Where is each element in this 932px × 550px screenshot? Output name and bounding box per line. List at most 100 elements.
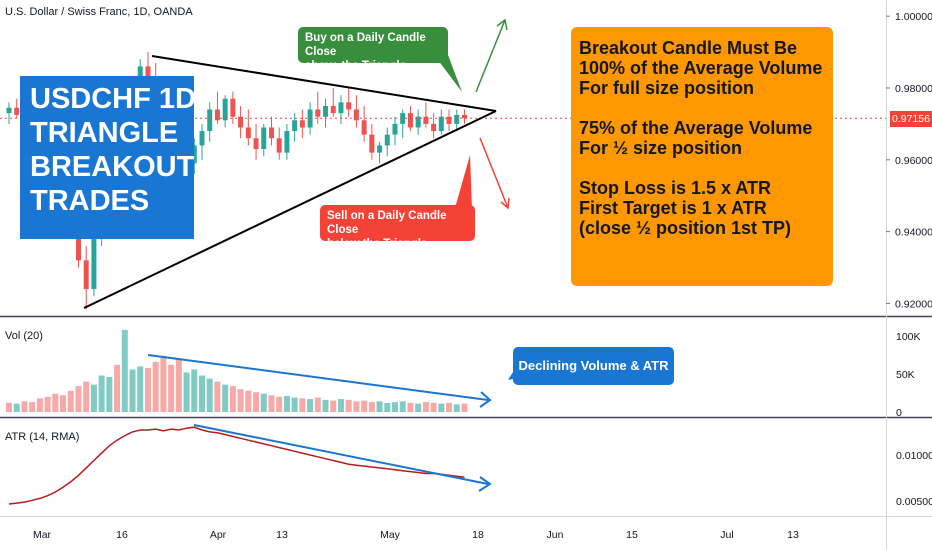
upper-trendline xyxy=(151,55,497,112)
candle-body xyxy=(75,231,81,261)
sell-callout: Sell on a Daily Candle Close below the T… xyxy=(320,205,475,250)
volume-bar xyxy=(129,369,136,412)
volume-bar xyxy=(283,396,290,412)
rules-line: 100% of the Average Volume xyxy=(579,58,823,78)
candle-body xyxy=(361,120,367,135)
sell-callout-line: below the Triangle xyxy=(327,238,428,250)
atr-panel-label: ATR (14, RMA) xyxy=(5,431,80,443)
rules-line: 75% of the Average Volume xyxy=(579,118,813,138)
candle-body xyxy=(292,120,298,132)
buy-callout-pointer xyxy=(438,55,462,92)
volume-bar xyxy=(199,375,205,412)
volume-bar xyxy=(6,402,12,412)
volume-bar xyxy=(337,399,344,412)
volume-bar xyxy=(152,361,159,412)
price-axis-label: 0.96000 xyxy=(895,155,932,167)
time-axis-label: 13 xyxy=(276,529,288,541)
candle-body xyxy=(145,66,151,78)
title-line: BREAKOUT xyxy=(30,151,195,183)
candle-body xyxy=(407,113,413,128)
volume-bar xyxy=(330,400,337,412)
volume-bar xyxy=(44,396,51,412)
rules-line xyxy=(579,98,833,118)
price-axis-label: 1.00000 xyxy=(895,11,932,23)
volume-bar xyxy=(446,402,453,412)
volume-bar xyxy=(407,402,414,412)
title-line: TRADES xyxy=(30,185,150,217)
candle-body xyxy=(284,131,290,153)
candle-body xyxy=(214,109,220,121)
candle-body xyxy=(438,116,444,132)
candle-body xyxy=(276,138,282,153)
volume-bar xyxy=(422,402,429,412)
volume-bar xyxy=(106,377,113,412)
volume-bar xyxy=(345,399,352,412)
volume-bar xyxy=(399,401,406,412)
volume-trend-arrowhead xyxy=(479,391,492,408)
candle-body xyxy=(346,102,352,110)
breakout-up-arrowhead xyxy=(496,18,508,31)
time-axis-label: 15 xyxy=(626,529,638,541)
volume-bar xyxy=(21,401,28,412)
volume-bar xyxy=(392,402,398,412)
candle-body xyxy=(323,105,329,117)
candle-body xyxy=(446,116,452,124)
rules-line: For ½ size position xyxy=(579,138,743,158)
buy-callout-line: above the Triangle xyxy=(305,60,406,72)
volume-bar xyxy=(52,393,59,412)
time-axis-label: 18 xyxy=(472,529,484,541)
volume-axis-label: 50K xyxy=(896,369,915,381)
candle-body xyxy=(338,102,344,114)
candle-body xyxy=(353,109,359,121)
volume-bar xyxy=(453,404,460,412)
volume-bar xyxy=(229,386,236,412)
rules-note: Breakout Candle Must Be 100% of the Aver… xyxy=(571,27,833,286)
time-axis-label: 13 xyxy=(787,529,799,541)
volume-bar xyxy=(175,358,182,412)
breakout-up-arrow xyxy=(475,19,506,93)
volume-bar xyxy=(361,400,368,412)
title-banner: USDCHF 1D TRIANGLE BREAKOUT TRADES xyxy=(20,76,196,239)
candle-body xyxy=(415,116,421,128)
volume-bar xyxy=(430,402,437,412)
sell-callout-line: Sell on a Daily Candle Close xyxy=(327,210,447,236)
volume-bar xyxy=(276,396,283,412)
volume-bar xyxy=(245,390,252,412)
atr-line xyxy=(8,426,465,505)
atr-trend-arrowhead xyxy=(478,476,492,492)
breakout-down-arrowhead xyxy=(500,197,510,210)
volume-bar xyxy=(183,372,190,412)
volume-bar xyxy=(98,375,105,412)
volume-bar xyxy=(137,366,144,412)
volume-bar xyxy=(206,378,213,412)
volume-bar xyxy=(438,403,445,412)
candle-body xyxy=(191,145,197,164)
candle-body xyxy=(315,109,321,117)
price-axis-label: 0.98000 xyxy=(895,83,932,95)
candle-body xyxy=(245,127,251,139)
volume-bar xyxy=(83,381,90,412)
volume-bar xyxy=(353,401,360,412)
symbol-header: U.S. Dollar / Swiss Franc, 1D, OANDA xyxy=(5,6,193,18)
price-axis-label: 0.94000 xyxy=(895,227,932,239)
last-price-tag: 0.97156 xyxy=(890,111,932,127)
volume-bar xyxy=(384,402,391,412)
volume-bar xyxy=(13,403,20,412)
rules-line: For full size position xyxy=(579,78,754,98)
volume-bar xyxy=(160,355,167,412)
volume-bar xyxy=(168,364,175,412)
candle-body xyxy=(377,145,383,153)
volume-bar xyxy=(291,397,298,412)
buy-callout: Buy on a Daily Candle Close above the Tr… xyxy=(298,27,448,72)
candle-body xyxy=(423,116,429,124)
rules-line: Stop Loss is 1.5 x ATR xyxy=(579,178,772,198)
volume-bar xyxy=(121,329,128,412)
time-axis-label: 16 xyxy=(116,529,128,541)
volume-bar xyxy=(368,402,375,412)
candle-body xyxy=(91,238,97,290)
candle-body xyxy=(431,123,437,132)
volume-bar xyxy=(114,364,121,412)
volume-bar xyxy=(461,403,468,412)
candle-body xyxy=(253,138,259,150)
